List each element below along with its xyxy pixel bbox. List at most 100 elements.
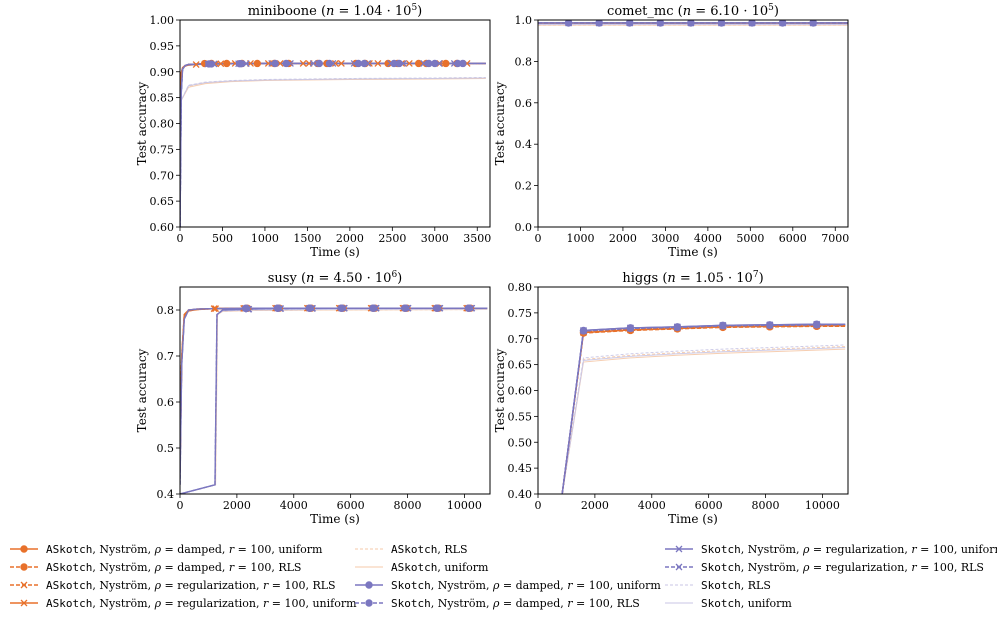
x-tick-label: 10000: [805, 499, 840, 512]
y-tick-label: 1.00: [150, 14, 175, 27]
series-line-skotch-reg-rls: [180, 62, 486, 227]
data-point-skotch-damped-rls: [465, 304, 474, 312]
data-point-skotch-reg-rls: [809, 20, 817, 27]
series-line-skotch-damped-uniform: [561, 323, 846, 494]
data-point-skotch-reg-uniform: [364, 60, 372, 67]
legend-label: ASkotch, RLS: [391, 543, 467, 556]
x-tick-label: 1000: [251, 232, 279, 245]
series-line-skotch-uniform: [180, 77, 486, 104]
y-tick-label: 0.2: [515, 180, 533, 193]
x-tick-label: 10000: [447, 499, 482, 512]
data-point-askotch-damped-uniform: [253, 59, 261, 68]
x-tick-label: 4000: [638, 499, 666, 512]
y-axis-label: Test accuracy: [493, 81, 507, 165]
plot-area: [180, 304, 488, 494]
data-point-skotch-damped-rls: [433, 304, 442, 312]
legend-label: Skotch, Nyström, ρ = regularization, r =…: [701, 543, 997, 556]
series-line-skotch-reg-uniform: [180, 62, 486, 227]
data-point-skotch-reg-rls: [717, 20, 725, 27]
data-point-skotch-reg-uniform: [399, 60, 407, 67]
legend-marker: [365, 599, 373, 607]
x-axis-label: Time (s): [668, 512, 718, 526]
series-line-skotch-damped-uniform: [180, 62, 486, 227]
series-line-skotch-reg-rls: [180, 307, 488, 494]
x-axis-label: Time (s): [310, 512, 360, 526]
data-point-skotch-reg-rls: [468, 304, 476, 312]
series-line-skotch-uniform: [561, 347, 846, 494]
series-line-askotch-uniform: [180, 77, 486, 104]
x-tick-label: 4000: [694, 232, 722, 245]
x-tick-label: 2500: [378, 232, 406, 245]
x-tick-label: 6000: [695, 499, 723, 512]
legend-label: Skotch, Nyström, ρ = damped, r = 100, RL…: [391, 597, 640, 610]
x-tick-label: 2000: [581, 499, 609, 512]
chart-title: comet_mc (n = 6.10 · 105): [607, 3, 779, 19]
plot-area: [180, 59, 486, 227]
y-tick-label: 0.80: [150, 118, 175, 131]
legend-marker: [20, 545, 28, 553]
legend-entry-askotch-reg-rls: ASkotch, Nyström, ρ = regularization, r …: [10, 579, 336, 592]
data-point-askotch-reg-rls: [374, 60, 382, 67]
chart-panel-miniboone: 0 500 1000 1500 2000 2500 3000 3500 0.60 0.65 0.70…: [135, 3, 491, 259]
y-tick-label: 0.5: [157, 442, 175, 455]
chart-title: miniboone (n = 1.04 · 105): [248, 3, 423, 19]
data-point-skotch-reg-uniform: [435, 60, 443, 67]
series-line-skotch-reg-uniform: [561, 323, 846, 494]
x-tick-label: 3000: [651, 232, 679, 245]
data-point-skotch-damped-uniform: [282, 59, 290, 68]
legend-marker: [365, 581, 373, 589]
series-line-askotch-uniform: [561, 348, 846, 494]
y-tick-label: 0.65: [150, 195, 175, 208]
y-axis-label: Test accuracy: [135, 348, 149, 432]
data-point-askotch-reg-rls: [217, 60, 225, 68]
axes-frame: [179, 19, 491, 228]
data-point-askotch-reg-rls: [210, 305, 218, 313]
legend-entry-askotch-uniform: ASkotch, uniform: [355, 561, 489, 574]
data-point-skotch-reg-rls: [436, 304, 444, 312]
series-line-skotch-damped-rls: [180, 62, 486, 227]
data-point-skotch-reg-rls: [779, 20, 787, 27]
data-point-skotch-reg-uniform: [242, 60, 250, 68]
data-point-skotch-reg-rls: [404, 304, 412, 312]
x-tick-label: 2000: [336, 232, 364, 245]
axes-frame: [537, 286, 849, 495]
data-point-skotch-damped-rls: [354, 59, 363, 68]
data-point-skotch-reg-rls: [372, 304, 380, 312]
legend-entry-askotch-reg-uniform: ASkotch, Nyström, ρ = regularization, r …: [10, 597, 357, 610]
y-tick-label: 0.75: [150, 143, 175, 156]
y-tick-label: 0.7: [157, 350, 175, 363]
data-point-skotch-damped-rls: [370, 304, 378, 312]
y-tick-label: 0.90: [150, 66, 175, 79]
data-point-skotch-damped-rls: [315, 59, 323, 68]
x-axis-label: Time (s): [310, 245, 360, 259]
series-line-askotch-damped-rls: [180, 307, 488, 472]
subplot-grid: 0 500 1000 1500 2000 2500 3000 35000.600.650.70…: [135, 3, 849, 526]
legend-label: ASkotch, Nyström, ρ = regularization, r …: [46, 579, 336, 592]
x-tick-label: 0: [535, 499, 542, 512]
data-point-skotch-reg-rls: [813, 321, 821, 329]
y-tick-label: 0.4: [515, 138, 533, 151]
chart-panel-susy: 0 2000 4000 6000 8000 10000 0.4 0.5 0.6 0.7 0.8 Tim…: [135, 270, 491, 526]
data-point-skotch-reg-rls: [204, 60, 212, 68]
data-point-askotch-damped-rls: [414, 59, 423, 68]
y-tick-label: 0.0: [515, 221, 533, 234]
series-line-skotch-damped-rls: [180, 307, 488, 485]
x-tick-label: 1500: [293, 232, 321, 245]
data-point-skotch-damped-rls: [425, 59, 433, 68]
data-point-skotch-reg-rls: [420, 60, 428, 67]
y-tick-label: 0.80: [508, 281, 533, 294]
data-point-skotch-reg-rls: [687, 20, 695, 27]
series-line-askotch-reg-uniform: [561, 325, 846, 494]
legend-entry-askotch-damped-rls: ASkotch, Nyström, ρ = damped, r = 100, R…: [10, 561, 301, 574]
x-tick-label: 500: [212, 232, 233, 245]
y-tick-label: 0.50: [508, 436, 533, 449]
series-line-skotch-reg-uniform: [180, 307, 488, 494]
data-point-askotch-reg-uniform: [331, 60, 339, 67]
legend-label: ASkotch, uniform: [391, 561, 489, 574]
y-axis-label: Test accuracy: [135, 81, 149, 165]
series-line-askotch-damped-uniform: [180, 307, 488, 472]
legend-label: Skotch, RLS: [701, 579, 771, 592]
x-tick-label: 1000: [566, 232, 594, 245]
series-line-askotch-rls: [180, 309, 488, 494]
data-point-skotch-damped-rls: [454, 59, 462, 68]
